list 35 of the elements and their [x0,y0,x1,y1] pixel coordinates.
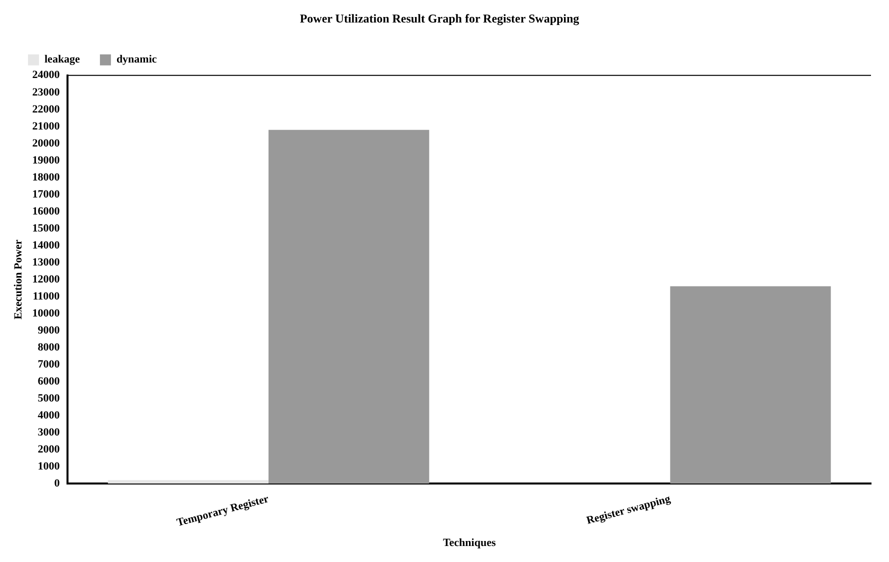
y-tick-label: 0 [54,477,60,490]
y-tick-label: 12000 [32,273,60,286]
y-tick-label: 17000 [32,188,60,200]
bar [268,130,430,484]
y-tick-label: 4000 [38,409,60,422]
bar [670,286,831,484]
y-tick-label: 24000 [32,69,60,82]
y-tick-label: 6000 [38,375,60,388]
chart-title: Power Utilization Result Graph for Register Swapping [300,11,580,26]
x-axis-title: Techniques [442,537,496,550]
y-tick-label: 10000 [32,307,60,320]
y-tick-label: 23000 [32,86,60,98]
y-tick-label: 7000 [38,358,60,370]
y-axis-title: Execution Power [12,240,24,320]
y-tick-label: 21000 [32,120,60,132]
y-tick-label: 1000 [38,460,60,472]
x-tick-label: Register swapping [585,492,672,527]
y-tick-label: 15000 [32,222,60,234]
y-tick-label: 14000 [32,239,60,252]
legend-label: leakage [44,54,80,66]
y-tick-label: 13000 [32,256,60,268]
y-tick-label: 2000 [38,443,60,456]
y-tick-label: 5000 [38,392,60,404]
x-tick-label: Temporary Register [176,492,270,530]
y-tick-label: 16000 [32,205,60,218]
y-tick-label: 9000 [38,324,60,336]
y-tick-label: 8000 [38,341,60,354]
y-tick-label: 22000 [32,103,60,116]
y-tick-label: 19000 [32,154,60,166]
legend-label: dynamic [116,54,157,66]
y-tick-label: 11000 [32,290,60,302]
bar [108,480,269,484]
y-tick-label: 18000 [32,171,60,184]
y-tick-label: 20000 [32,137,60,150]
y-tick-label: 3000 [38,426,60,438]
